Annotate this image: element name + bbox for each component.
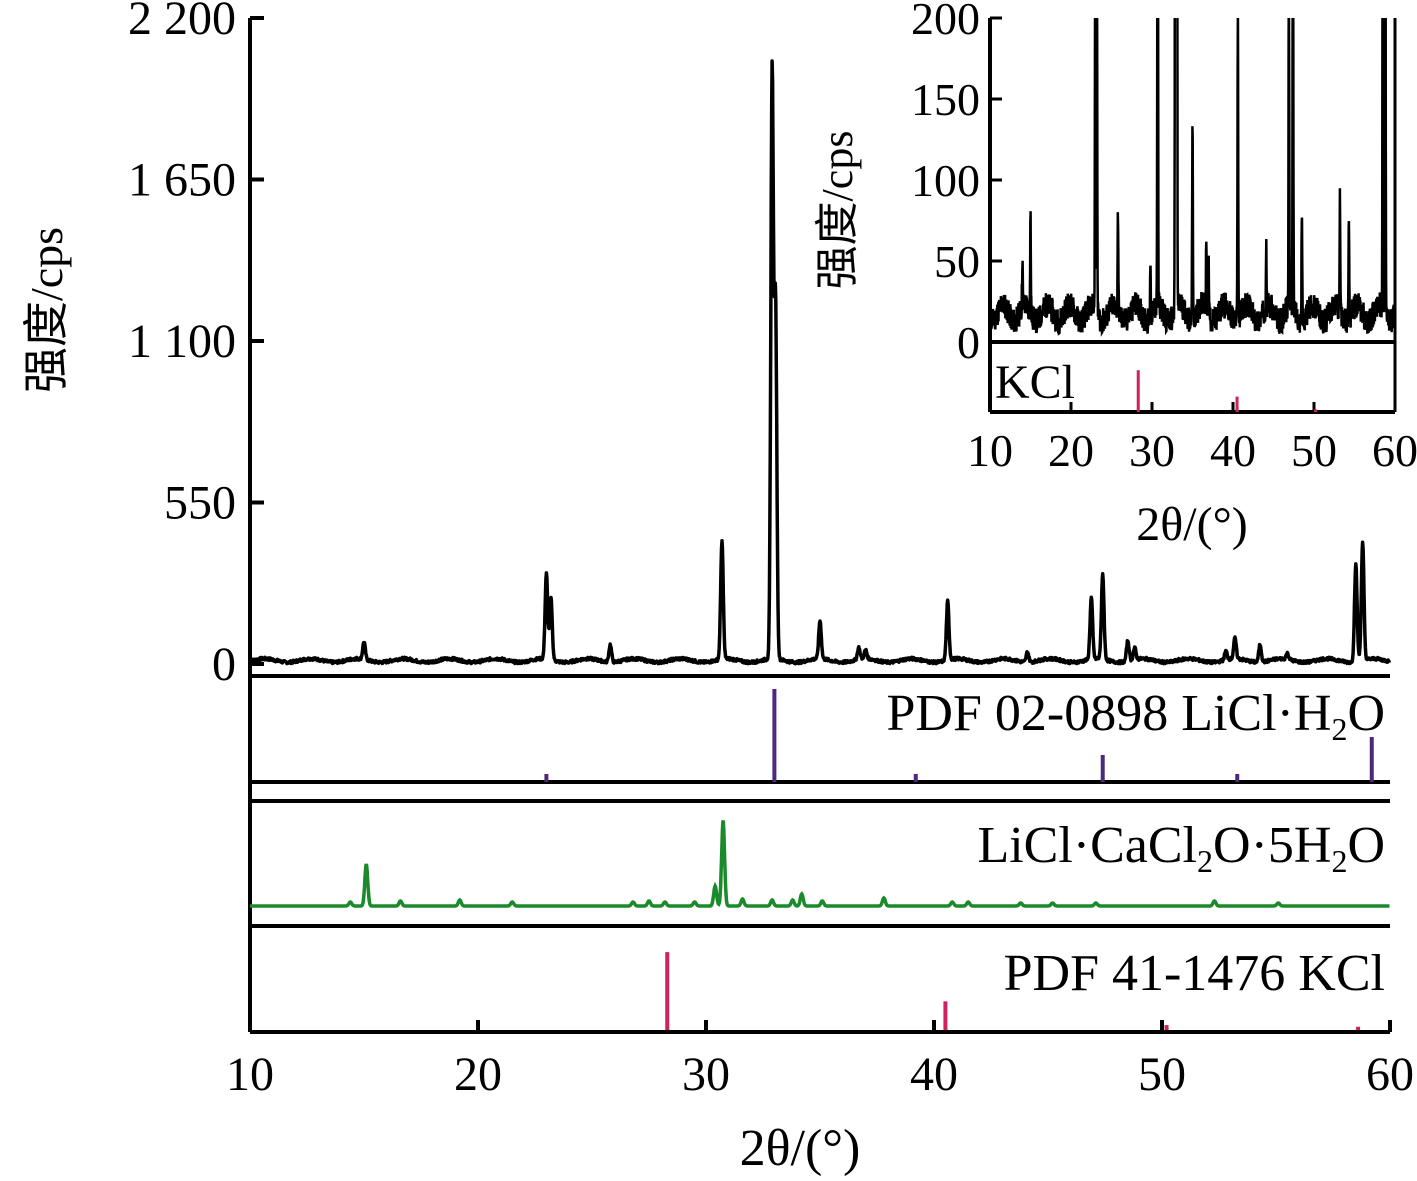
main-axes: 0 550 1 100 1 650 2 200 10 20 30 40 50 60 [128,0,1414,1101]
main-x-tick-label: 60 [1366,1048,1414,1101]
inset-y-tick-label: 0 [957,317,980,368]
main-series-line [248,59,1392,666]
ref-label-licl-h2o: PDF 02-0898 LiCl·H2O [887,685,1385,747]
inset-y-tick-label: 150 [911,74,980,125]
inset-x-tick-label: 20 [1048,425,1094,476]
ref-label-licl-cacl2: LiCl·CaCl2O·5H2O [977,817,1385,879]
main-x-tick-label: 30 [682,1048,730,1101]
main-y-tick-label: 1 650 [128,154,236,207]
main-x-tick-label: 40 [910,1048,958,1101]
inset-y-tick-label: 50 [934,236,980,287]
main-x-tick-label: 10 [226,1048,274,1101]
inset-reference [1136,370,1318,412]
y-axis-label: 强度/cps [21,227,72,393]
main-series [248,59,1392,666]
main-y-tick-label: 550 [164,477,236,530]
inset-ref-label-kcl: KCl [995,356,1075,409]
inset-x-tick-label: 30 [1129,425,1175,476]
inset-axes: 0 50 100 150 200 10 20 30 40 50 60 [911,0,1417,476]
main-y-tick-label: 1 100 [128,315,236,368]
inset-series [990,18,1395,337]
inset-x-tick-label: 50 [1291,425,1337,476]
main-x-tick-label: 50 [1138,1048,1186,1101]
main-x-tick-label: 20 [454,1048,502,1101]
inset-y-tick-label: 200 [911,0,980,44]
reference-patterns [250,689,1390,1030]
inset-series-line [990,18,1395,337]
main-y-tick-label: 2 200 [128,0,236,45]
ref-label-kcl: PDF 41-1476 KCl [1004,945,1385,1002]
inset-x-tick-label: 40 [1210,425,1256,476]
inset-x-tick-label: 10 [967,425,1013,476]
ref-licl-cacl2-line [250,820,1390,908]
inset-x-axis-label: 2θ/(°) [1136,498,1248,551]
x-axis-label: 2θ/(°) [740,1120,861,1177]
inset-x-tick-label: 60 [1372,425,1417,476]
inset-y-tick-label: 100 [911,155,980,206]
inset-y-axis-label: 强度/cps [813,131,862,290]
main-y-tick-label: 0 [212,638,236,691]
